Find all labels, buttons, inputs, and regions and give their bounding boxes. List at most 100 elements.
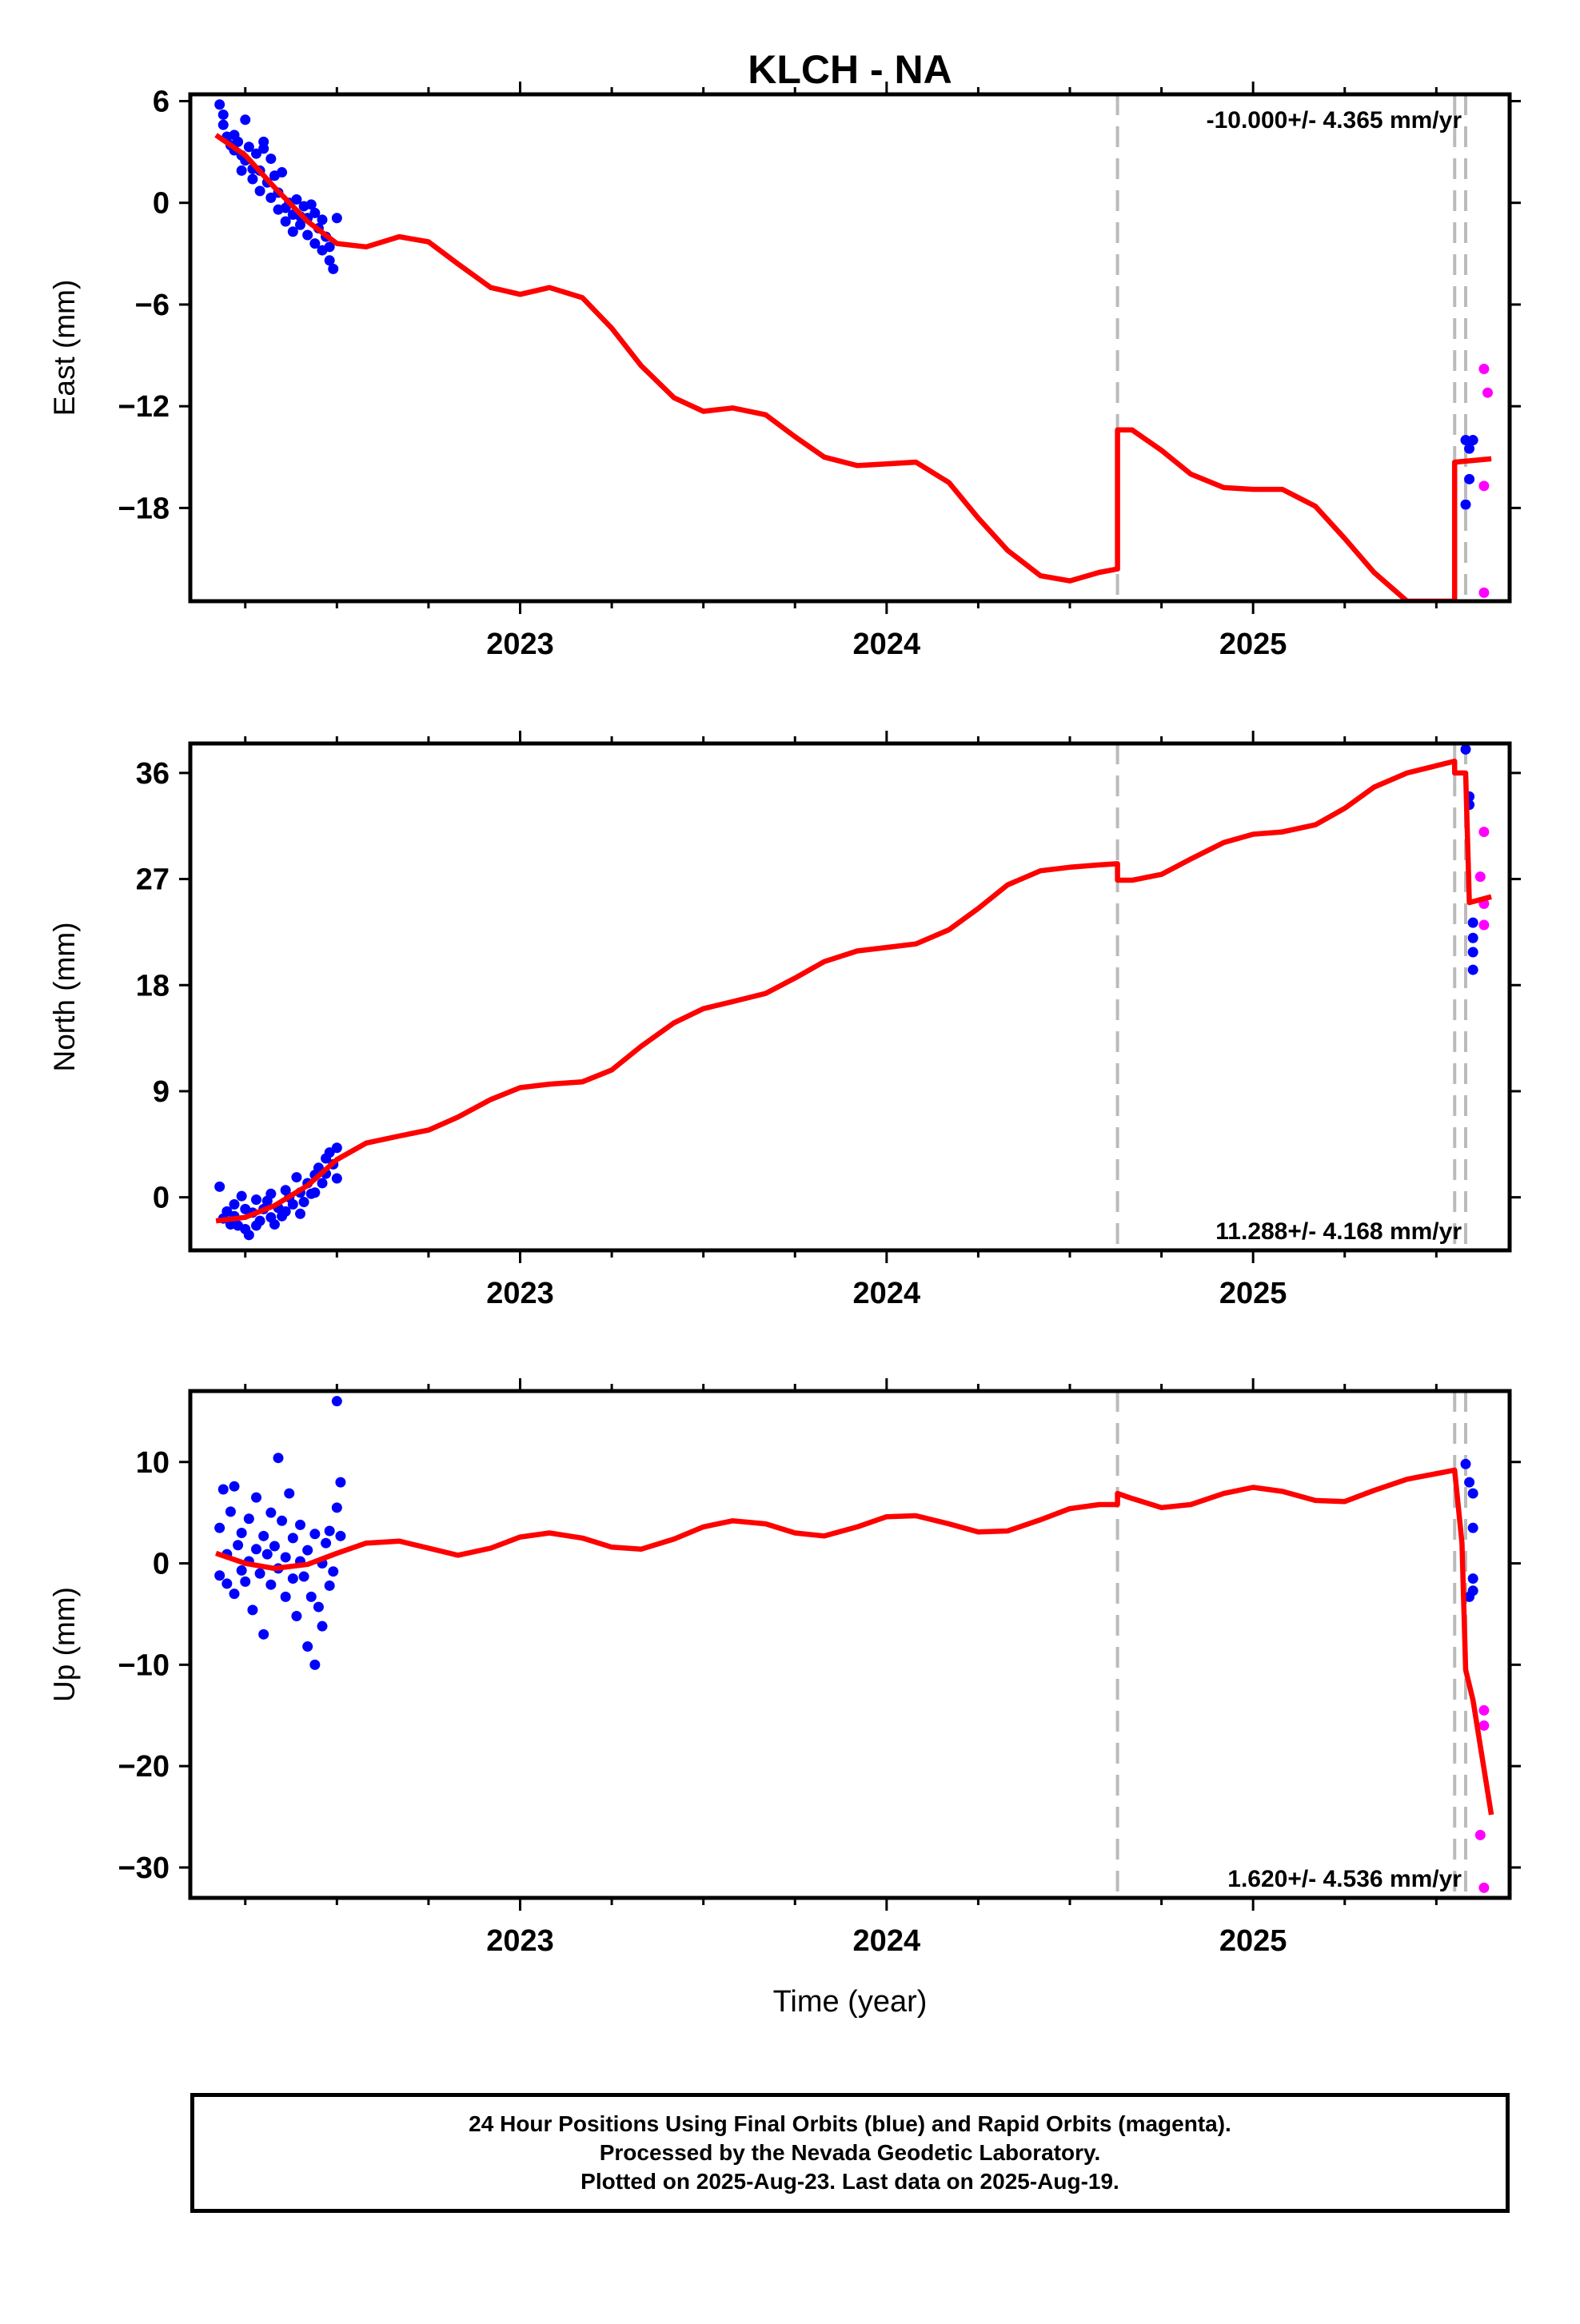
final-orbit-point <box>214 1522 225 1533</box>
final-orbit-point <box>331 213 342 224</box>
final-orbit-point <box>298 1571 309 1582</box>
velocity-rate-label: -10.000+/- 4.365 mm/yr <box>1207 107 1462 134</box>
final-orbit-point <box>331 1396 342 1407</box>
final-orbit-point <box>261 1549 273 1560</box>
plot-area <box>214 743 1492 1250</box>
final-orbit-point <box>265 153 277 165</box>
final-orbit-point <box>236 1190 247 1202</box>
final-orbit-point <box>309 1187 321 1198</box>
y-tick-label: 6 <box>153 85 170 118</box>
final-orbit-point <box>324 241 335 253</box>
final-orbit-point <box>287 1573 298 1585</box>
final-orbit-point <box>317 1620 328 1632</box>
y-tick-label: −10 <box>118 1648 170 1682</box>
model-fit-line <box>215 1467 1494 1816</box>
final-orbit-point <box>243 142 254 153</box>
final-orbit-point <box>251 1194 261 1206</box>
final-orbit-point <box>291 193 302 205</box>
figure-caption-box: 24 Hour Positions Using Final Orbits (bl… <box>190 2093 1510 2213</box>
final-orbit-point <box>225 1506 236 1517</box>
final-orbit-point <box>258 1530 269 1541</box>
final-orbit-point <box>269 1219 280 1230</box>
final-orbit-point <box>258 136 269 147</box>
model-fit-line <box>215 758 1492 1224</box>
final-orbit-point <box>324 1580 335 1591</box>
x-axis-label: Time (year) <box>773 1985 928 2019</box>
y-tick-label: −30 <box>118 1852 170 1885</box>
plot-area <box>214 1391 1494 1898</box>
rapid-orbit-point <box>1478 587 1490 598</box>
final-orbit-point <box>291 1172 302 1183</box>
final-orbit-point <box>251 1544 261 1555</box>
panel-1: KLCH - NA East (mm) 6 0 −6 −12 −18 2023 2024 2025… <box>48 47 1521 661</box>
rapid-orbit-point <box>1478 480 1490 492</box>
caption-line-2: Processed by the Nevada Geodetic Laborat… <box>599 2140 1101 2165</box>
rapid-orbit-point <box>1478 1882 1490 1893</box>
final-orbit-point <box>233 1540 244 1551</box>
final-orbit-point <box>1460 1458 1471 1469</box>
final-orbit-point <box>313 1601 324 1612</box>
final-orbit-point <box>1464 1591 1475 1602</box>
final-orbit-point <box>217 1484 229 1495</box>
final-orbit-point <box>1467 917 1478 928</box>
final-orbit-point <box>305 199 317 210</box>
x-tick-label: 2024 <box>853 628 921 661</box>
rapid-orbit-point <box>1478 364 1490 375</box>
final-orbit-point <box>1464 443 1475 454</box>
final-orbit-point <box>243 1230 254 1241</box>
final-orbit-point <box>1467 435 1478 446</box>
rapid-orbit-point <box>1478 919 1490 931</box>
final-orbit-point <box>328 263 339 274</box>
rapid-orbit-point <box>1478 1704 1490 1716</box>
panel-3: Up (mm) 10 0 −10 −20 −30 2023 2024 2025 Time (yea… <box>48 1378 1521 2019</box>
final-orbit-point <box>1467 1573 1478 1585</box>
final-orbit-point <box>217 109 229 120</box>
final-orbit-point <box>240 1576 251 1587</box>
final-orbit-point <box>324 255 335 266</box>
final-orbit-point <box>280 1591 291 1602</box>
final-orbit-point <box>335 1477 346 1488</box>
final-orbit-point <box>247 1604 258 1616</box>
final-orbit-point <box>233 136 244 147</box>
final-orbit-point <box>280 1206 291 1217</box>
model-fit-line <box>214 133 1492 601</box>
final-orbit-point <box>284 1488 295 1499</box>
rapid-orbit-point <box>1474 1829 1486 1840</box>
final-orbit-point <box>214 1181 225 1192</box>
final-orbit-point <box>331 1173 342 1184</box>
y-tick-label: −6 <box>135 289 170 322</box>
y-tick-label: 0 <box>153 1548 170 1581</box>
final-orbit-point <box>295 1519 305 1530</box>
y-tick-label: 0 <box>153 1182 170 1215</box>
y-tick-label: −12 <box>118 390 170 424</box>
chart-title: KLCH - NA <box>748 47 952 92</box>
final-orbit-point <box>265 1188 277 1199</box>
final-orbit-point <box>258 1628 269 1640</box>
panel-frame <box>188 1389 1512 1900</box>
x-tick-label: 2025 <box>1219 1277 1287 1310</box>
final-orbit-point <box>302 229 313 241</box>
y-tick-label: −20 <box>118 1750 170 1784</box>
y-tick-label: 36 <box>136 757 170 791</box>
rapid-orbit-point <box>1474 871 1486 883</box>
final-orbit-point <box>1467 947 1478 958</box>
y-tick-label: 0 <box>153 187 170 221</box>
y-tick-label: 9 <box>153 1075 170 1109</box>
final-orbit-point <box>1464 1477 1475 1488</box>
final-orbit-point <box>331 1142 342 1154</box>
panel-frame <box>188 92 1512 604</box>
final-orbit-point <box>280 1552 291 1563</box>
final-orbit-point <box>217 119 229 130</box>
y-tick-label: −18 <box>118 492 170 525</box>
final-orbit-point <box>287 226 298 237</box>
final-orbit-point <box>287 1533 298 1544</box>
final-orbit-point <box>214 99 225 110</box>
x-tick-label: 2023 <box>486 1277 554 1310</box>
final-orbit-point <box>243 1513 254 1525</box>
final-orbit-point <box>254 1568 265 1579</box>
final-orbit-point <box>273 1453 284 1464</box>
final-orbit-point <box>251 148 261 159</box>
plot-area <box>214 94 1493 601</box>
rapid-orbit-point <box>1478 1720 1490 1731</box>
final-orbit-point <box>236 165 247 176</box>
